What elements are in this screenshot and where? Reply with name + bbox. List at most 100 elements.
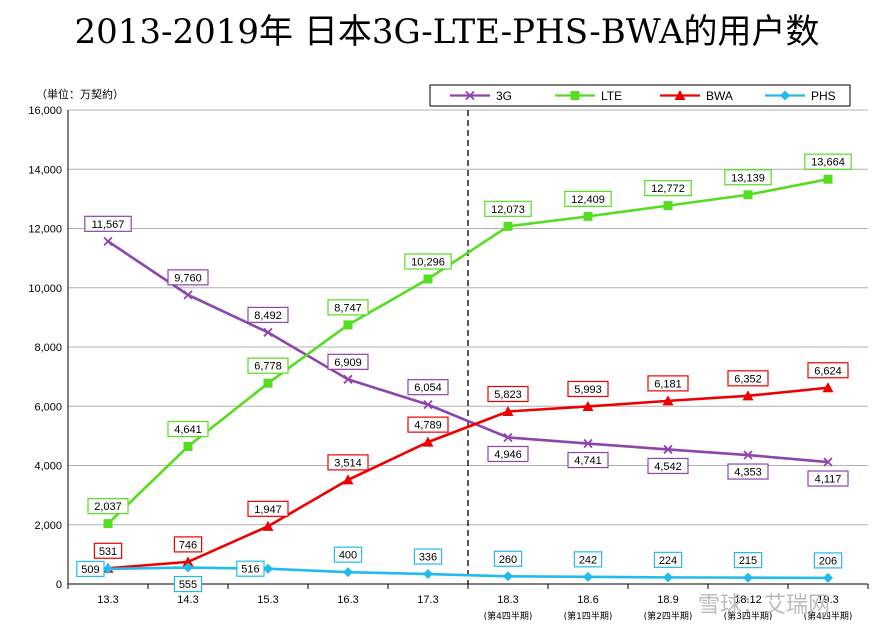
data-label-box <box>644 180 692 197</box>
data-label-box <box>813 552 843 569</box>
x-tick-label: 13.3 <box>97 594 118 606</box>
data-label-box <box>727 463 769 480</box>
data-label-box <box>87 498 129 515</box>
data-label-box <box>167 269 209 286</box>
data-point-3g <box>103 236 113 246</box>
data-point-lte <box>183 442 193 452</box>
data-label: 12,772 <box>651 183 685 195</box>
data-point-bwa <box>502 405 514 416</box>
data-label: 336 <box>419 552 437 564</box>
data-point-lte <box>263 378 273 388</box>
data-label-box <box>567 451 609 469</box>
data-point-3g <box>743 450 753 460</box>
series-line-bwa <box>107 386 829 570</box>
data-label-box <box>493 550 523 567</box>
data-label: 260 <box>499 554 517 566</box>
x-tick-sublabel: (第3四半期) <box>724 610 773 622</box>
data-point-lte <box>103 519 113 529</box>
data-label: 13,664 <box>811 157 845 169</box>
data-point-lte <box>823 174 833 184</box>
data-label: 2,037 <box>94 501 122 513</box>
data-point-phs <box>743 572 753 583</box>
legend-marker <box>780 90 790 101</box>
data-label: 555 <box>179 579 197 591</box>
data-label: 4,117 <box>815 474 842 486</box>
y-tick-label: 2,000 <box>34 520 62 532</box>
data-label: 13,139 <box>731 172 765 184</box>
x-tick-sublabel: (第4四半期) <box>804 610 853 622</box>
x-tick-label: 18.3 <box>497 594 518 606</box>
data-label: 206 <box>819 555 837 567</box>
data-label: 6,624 <box>814 365 842 377</box>
data-point-lte <box>743 190 753 200</box>
data-point-bwa <box>342 474 354 485</box>
legend-label: BWA <box>706 89 733 103</box>
data-label: 1,947 <box>254 504 282 516</box>
data-label-box <box>647 375 689 392</box>
data-label-box <box>407 416 449 433</box>
data-point-3g <box>263 327 273 338</box>
data-label-box <box>327 353 369 370</box>
data-label-box <box>573 551 603 568</box>
y-tick-label: 6,000 <box>34 401 62 413</box>
data-point-bwa <box>582 400 594 411</box>
data-point-phs <box>503 571 513 582</box>
data-label: 10,296 <box>411 256 445 268</box>
data-label-box <box>167 420 209 438</box>
data-label-box <box>724 169 772 186</box>
x-tick-label: 18.6 <box>577 594 598 606</box>
data-label-box <box>76 560 105 578</box>
legend-box <box>429 84 851 107</box>
data-label: 746 <box>179 539 197 551</box>
x-tick-label: 15.3 <box>257 594 278 606</box>
data-point-phs <box>663 572 673 583</box>
data-label: 12,409 <box>571 194 605 206</box>
data-label: 8,747 <box>334 302 362 314</box>
x-tick-label: 18.9 <box>657 594 678 606</box>
data-label-box <box>487 385 529 403</box>
x-tick-label: 19.3 <box>817 594 838 606</box>
data-label: 242 <box>579 554 597 566</box>
legend-marker <box>674 90 686 100</box>
data-point-lte <box>663 201 673 211</box>
data-label: 516 <box>241 564 259 576</box>
data-point-phs <box>343 567 353 578</box>
data-label-box <box>327 299 369 316</box>
data-label: 4,946 <box>494 449 522 461</box>
data-label-box <box>84 215 132 232</box>
data-label-box <box>653 551 683 568</box>
data-label: 6,909 <box>334 357 362 369</box>
data-label: 8,492 <box>254 310 282 322</box>
data-label-box <box>567 380 609 398</box>
x-tick-label: 18.12 <box>734 594 762 606</box>
data-label-box <box>236 560 265 577</box>
legend-marker <box>465 90 475 101</box>
data-label: 9,760 <box>174 272 202 284</box>
data-label-box <box>247 306 289 324</box>
data-point-3g <box>823 457 833 467</box>
data-point-3g <box>663 444 673 455</box>
data-point-lte <box>583 211 593 221</box>
data-label: 4,353 <box>734 467 762 479</box>
series-line-lte <box>107 177 829 525</box>
data-label: 509 <box>81 564 99 576</box>
data-label-box <box>327 454 369 471</box>
data-label: 4,641 <box>174 424 202 436</box>
data-point-bwa <box>262 520 274 531</box>
x-tick-label: 17.3 <box>417 594 438 606</box>
y-tick-label: 10,000 <box>28 283 62 295</box>
data-point-bwa <box>182 556 194 567</box>
legend-label: LTE <box>601 89 622 103</box>
data-label: 4,789 <box>414 420 442 432</box>
x-tick-label: 16.3 <box>337 594 358 606</box>
series-line-phs <box>107 566 829 580</box>
x-tick-label: 14.3 <box>177 594 198 606</box>
data-point-3g <box>183 290 193 300</box>
legend-label: PHS <box>811 89 836 103</box>
data-point-3g <box>583 438 593 449</box>
data-label-box <box>727 370 769 387</box>
data-point-lte <box>343 320 353 330</box>
data-label: 4,741 <box>574 455 602 467</box>
data-label-box <box>413 548 443 565</box>
